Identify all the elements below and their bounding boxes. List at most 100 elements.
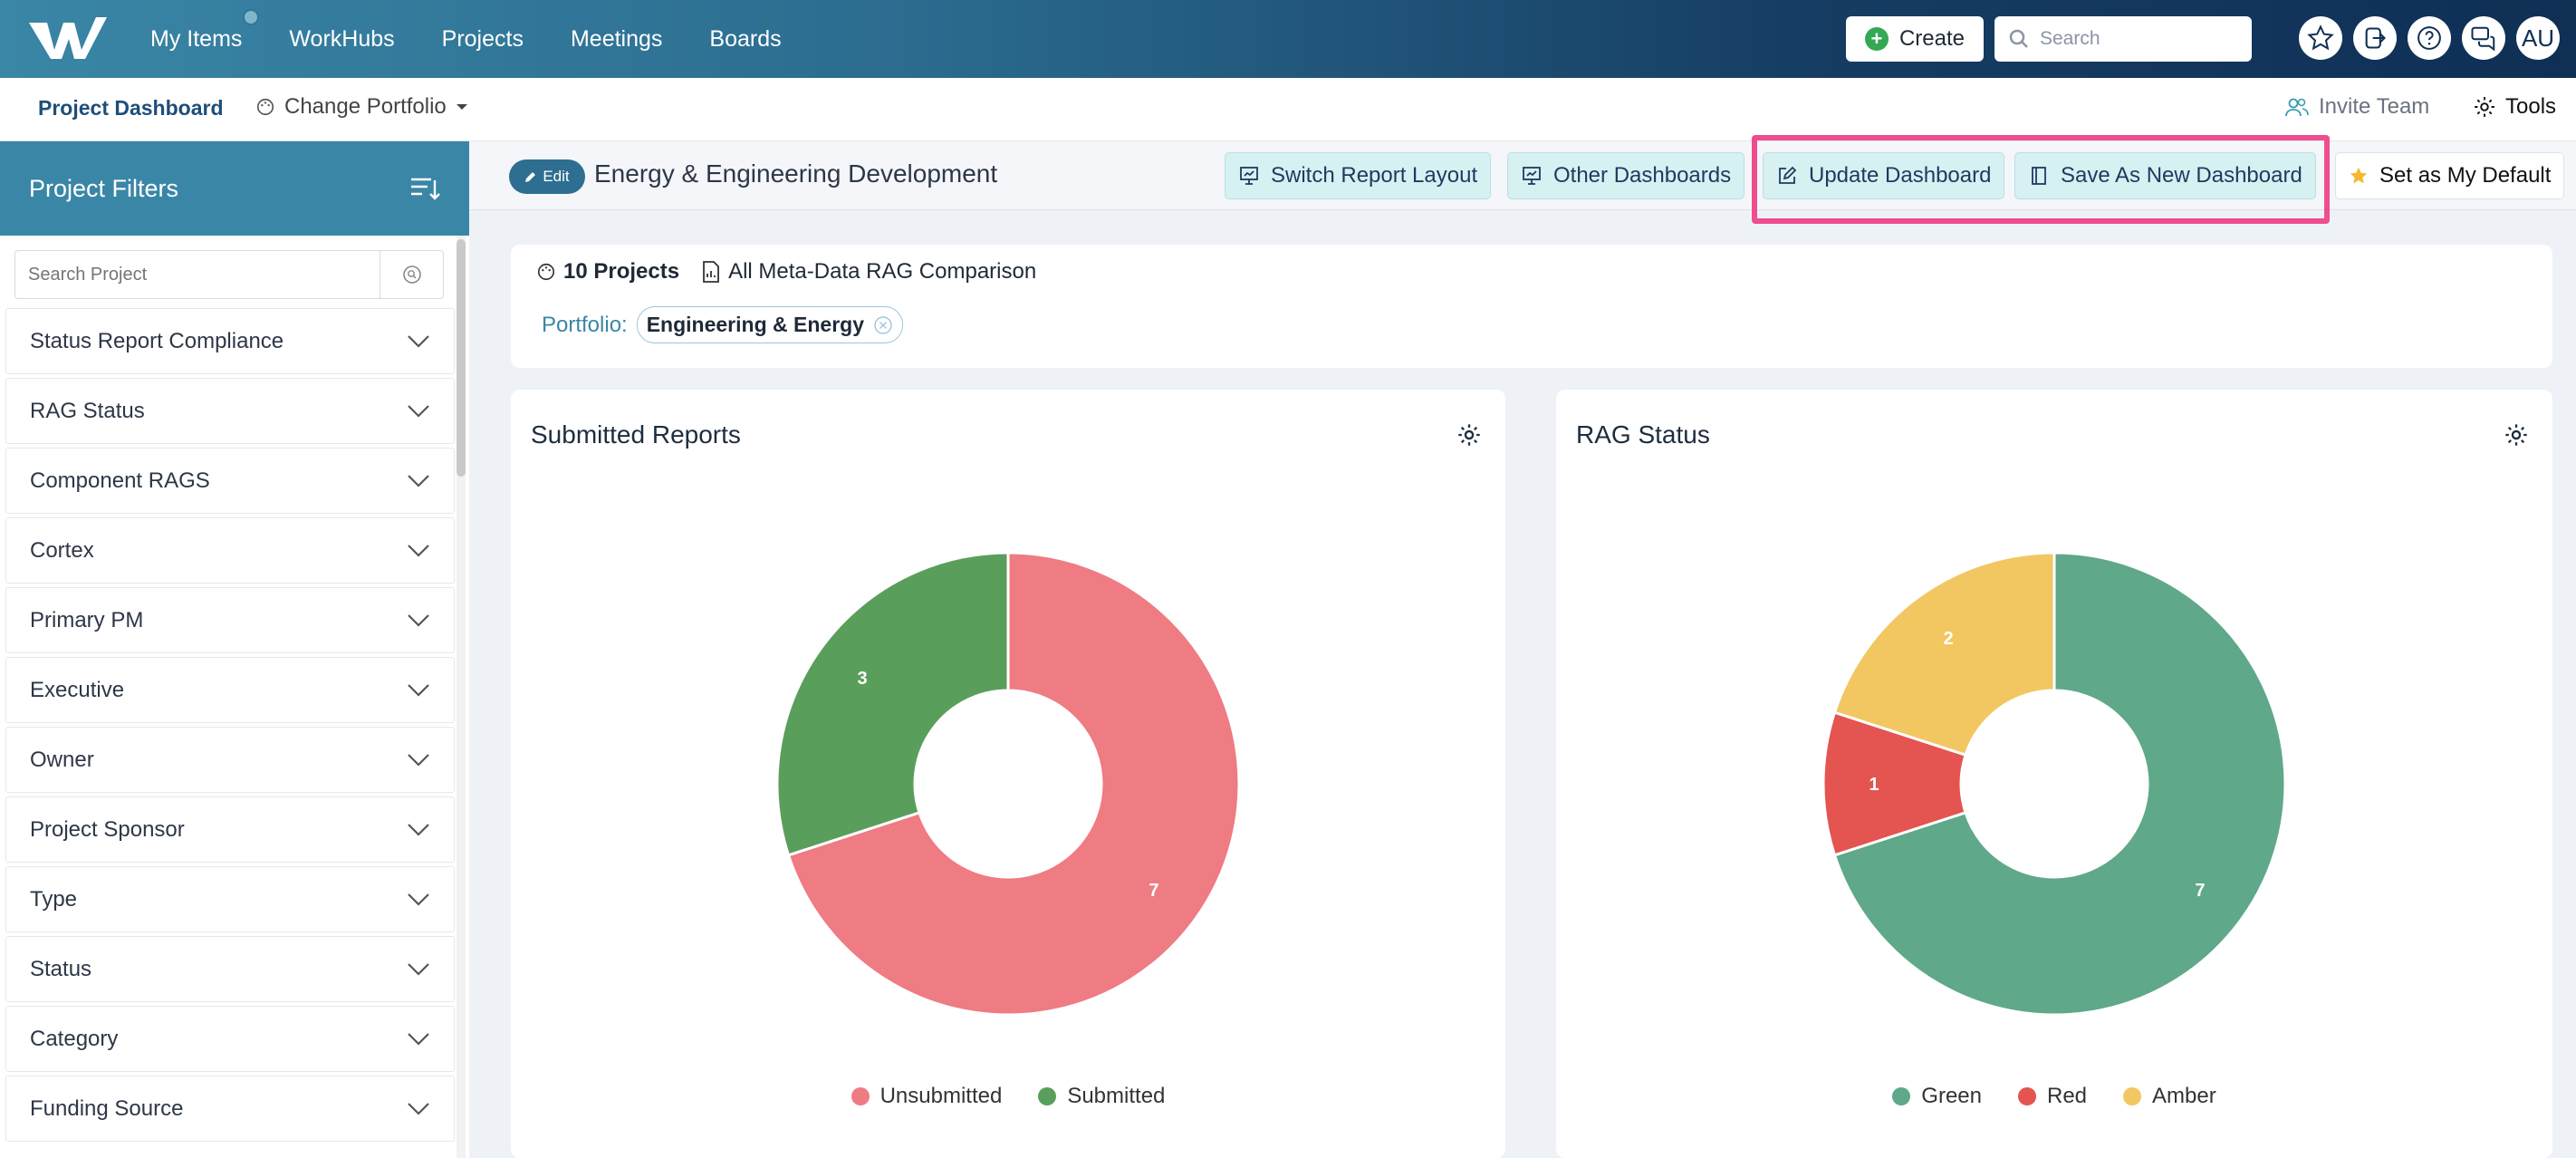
project-search-button[interactable] [380,251,443,298]
tools-label: Tools [2505,94,2557,119]
legend-item[interactable]: Amber [2123,1084,2216,1109]
donut-slice-submitted[interactable] [775,551,1010,857]
filter-label: Owner [30,747,94,772]
filter-item[interactable]: Type [5,866,455,932]
filter-item[interactable]: Project Sponsor [5,796,455,863]
filter-label: Status [30,956,92,981]
favorites-button[interactable] [2299,16,2342,60]
create-label: Create [1898,26,1966,51]
set-as-default-button[interactable]: Set as My Default [2335,152,2565,199]
legend-item[interactable]: Submitted [1038,1084,1165,1109]
chart-legend: Green Red Amber [1556,1084,2552,1109]
nav-meetings[interactable]: Meetings [570,25,663,52]
donut-slice-amber[interactable] [1832,551,2056,758]
set-as-default-label: Set as My Default [2379,163,2552,188]
scrollbar-thumb[interactable] [457,239,466,477]
edit-button[interactable]: Edit [509,159,585,194]
legend-swatch [2123,1087,2142,1105]
submitted-reports-chart: 73 [775,551,1241,1017]
portfolio-chip[interactable]: Engineering & Energy [636,306,903,343]
slice-value-label: 2 [1943,629,1953,649]
slice-value-label: 3 [857,669,867,689]
chart-settings-icon[interactable] [1456,422,1482,448]
sort-list-icon[interactable] [409,175,440,202]
portfolio-label: Portfolio: [542,312,628,337]
global-search[interactable]: Search [1994,16,2252,62]
invite-team-label: Invite Team [2319,94,2430,119]
change-portfolio-dropdown[interactable]: Change Portfolio [255,94,468,120]
filter-item[interactable]: Status [5,936,455,1002]
legend-swatch [851,1087,870,1105]
legend-item[interactable]: Green [1892,1084,1982,1109]
nav-my-items[interactable]: My Items [150,25,243,52]
filter-item[interactable]: RAG Status [5,378,455,444]
filter-list: Status Report Compliance RAG Status Compon… [5,308,455,1145]
top-navigation: My Items WorkHubs Projects Meetings Boar… [0,0,2576,78]
project-search-input[interactable] [15,251,380,298]
caret-down-icon [456,104,467,110]
donut-slice-green[interactable] [1832,551,2287,1017]
filter-item[interactable]: Funding Source [5,1076,455,1142]
nav-workhubs[interactable]: WorkHubs [289,25,395,52]
rag-status-chart: 7 1 2 [1821,551,2287,1017]
filter-item[interactable]: Executive [5,657,455,723]
search-placeholder: Search [2040,28,2100,49]
donut-slice-unsubmitted[interactable] [786,551,1241,1017]
donut-slice-red[interactable] [1821,710,1967,857]
filter-item[interactable]: Primary PM [5,587,455,653]
edit-label: Edit [543,168,570,185]
legend-swatch [1038,1087,1057,1105]
app-logo[interactable] [27,14,109,64]
create-button[interactable]: + Create [1846,16,1984,62]
project-dashboard-link[interactable]: Project Dashboard [38,96,224,120]
save-as-new-dashboard-button[interactable]: Save As New Dashboard [2014,152,2316,199]
search-icon [2009,29,2028,48]
filter-item[interactable]: Category [5,1006,455,1072]
legend-item[interactable]: Red [2017,1084,2088,1109]
chevron-down-icon [408,753,429,767]
chat-button[interactable] [2462,16,2505,60]
chart-legend: Unsubmitted Submitted [511,1084,1505,1109]
filter-label: RAG Status [30,398,145,423]
plus-icon: + [1864,27,1889,51]
nav-projects[interactable]: Projects [441,25,524,52]
invite-team-button[interactable]: Invite Team [2284,94,2429,120]
tools-button[interactable]: Tools [2473,94,2556,120]
chevron-down-icon [408,1102,429,1115]
palette-icon [537,263,555,281]
chart-settings-icon[interactable] [2504,422,2529,448]
filter-item[interactable]: Status Report Compliance [5,308,455,374]
user-avatar[interactable]: AU [2516,16,2560,60]
filter-item[interactable]: Component RAGS [5,448,455,514]
filter-item[interactable]: Cortex [5,517,455,584]
filter-item[interactable]: Owner [5,727,455,793]
filter-label: Cortex [30,537,94,563]
comparison-label: All Meta-Data RAG Comparison [728,259,1037,284]
update-dashboard-button[interactable]: Update Dashboard [1763,152,2005,199]
copy-icon [2032,167,2046,185]
legend-label: Submitted [1067,1084,1166,1108]
slice-value-label: 1 [1869,775,1879,795]
help-button[interactable] [2408,16,2451,60]
logout-button[interactable] [2353,16,2397,60]
portfolio-filter: Portfolio: Engineering & Energy [542,306,903,343]
sidebar-scrollbar[interactable] [457,236,466,1158]
filter-label: Project Sponsor [30,816,185,842]
users-icon [2285,98,2309,117]
legend-item[interactable]: Unsubmitted [851,1084,1002,1109]
other-dashboards-label: Other Dashboards [1553,163,1732,188]
save-as-new-dashboard-label: Save As New Dashboard [2061,163,2302,188]
filter-label: Executive [30,677,125,702]
chevron-down-icon [408,683,429,697]
legend-label: Red [2046,1084,2088,1108]
dashboard-icon [1523,167,1541,185]
chevron-down-icon [408,823,429,836]
avatar-initials: AU [2521,24,2555,52]
other-dashboards-button[interactable]: Other Dashboards [1507,152,1745,199]
nav-boards[interactable]: Boards [709,25,782,52]
project-filters-sidebar: Project Filters Status Report Compliance… [0,141,469,1158]
change-portfolio-label: Change Portfolio [284,94,447,119]
remove-icon[interactable] [873,315,893,335]
switch-report-layout-button[interactable]: Switch Report Layout [1225,152,1492,199]
